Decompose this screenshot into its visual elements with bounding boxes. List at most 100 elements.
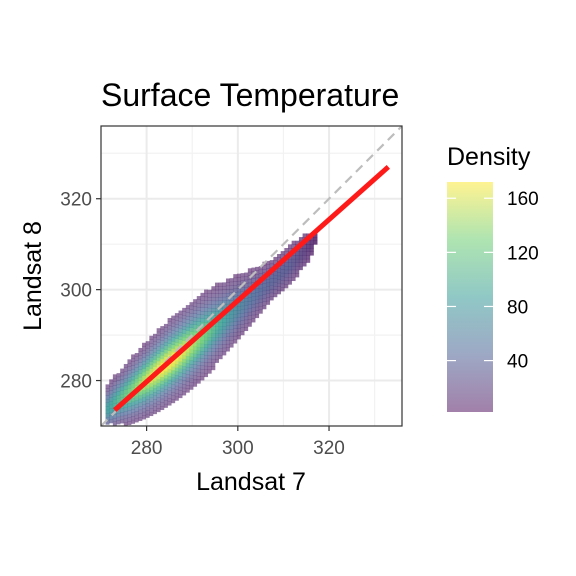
- density-cell: [123, 411, 128, 416]
- density-cell: [160, 355, 165, 360]
- chart-title: Surface Temperature: [101, 77, 399, 113]
- density-cell: [149, 346, 154, 351]
- density-cell: [211, 337, 216, 342]
- legend-tick-label: 160: [507, 189, 539, 210]
- density-cell: [258, 291, 263, 296]
- density-cell: [229, 289, 234, 294]
- density-cell: [160, 395, 165, 400]
- density-cell: [211, 355, 216, 360]
- density-cell: [160, 384, 165, 389]
- density-cell: [185, 330, 190, 335]
- density-cell: [204, 314, 209, 319]
- density-cell: [109, 412, 114, 417]
- density-cell: [189, 305, 194, 310]
- density-cell: [255, 303, 260, 308]
- density-cell: [215, 326, 219, 331]
- density-cell: [182, 355, 187, 360]
- density-cell: [247, 300, 252, 305]
- legend: Density 160 120 80 40: [447, 143, 539, 412]
- density-cell: [185, 334, 190, 339]
- density-cell: [131, 354, 136, 359]
- density-cell: [284, 251, 289, 256]
- density-cell: [306, 244, 311, 249]
- density-cell: [225, 296, 230, 301]
- density-cell: [284, 269, 289, 274]
- density-cell: [171, 362, 176, 367]
- density-cell: [215, 344, 219, 349]
- density-cell: [120, 375, 125, 380]
- density-cell: [156, 408, 161, 413]
- density-cell: [178, 357, 183, 362]
- density-cell: [163, 342, 168, 347]
- plot-border: [100, 125, 403, 427]
- density-cell: [178, 332, 183, 337]
- density-cell: [233, 335, 238, 340]
- density-cell: [131, 361, 136, 366]
- density-cell: [266, 300, 271, 305]
- density-cell: [222, 282, 227, 287]
- density-cell: [229, 285, 234, 290]
- density-cell: [163, 396, 168, 401]
- density-cell: [269, 260, 274, 265]
- legend-colorbar: [447, 182, 493, 412]
- density-cell: [131, 368, 136, 373]
- density-cell: [127, 399, 132, 404]
- density-cell: [222, 322, 227, 327]
- density-cell: [193, 324, 198, 329]
- density-cell: [127, 377, 132, 382]
- density-cell: [233, 310, 238, 315]
- density-cell: [229, 343, 234, 348]
- density-cell: [262, 298, 267, 303]
- density-cell: [211, 304, 216, 309]
- density-cell: [225, 325, 230, 330]
- density-cell: [196, 306, 201, 311]
- density-cell: [193, 317, 198, 322]
- density-cell: [196, 303, 201, 308]
- density-cell: [251, 278, 256, 283]
- regression-line: [113, 165, 390, 412]
- density-cell: [215, 297, 219, 302]
- density-cell: [215, 348, 219, 352]
- density-cell: [280, 280, 285, 285]
- density-cell: [120, 390, 125, 395]
- legend-tick-label: 80: [507, 297, 528, 318]
- density-cell: [178, 328, 183, 333]
- density-cell: [251, 293, 256, 297]
- density-cell: [152, 341, 157, 346]
- density-cell: [120, 386, 125, 391]
- density-cell: [112, 392, 117, 397]
- density-cell: [211, 300, 216, 305]
- density-cell: [178, 372, 183, 377]
- density-cell: [200, 325, 205, 330]
- density-cell: [262, 287, 267, 292]
- density-cell: [123, 403, 128, 408]
- density-cell: [222, 318, 227, 323]
- density-cell: [247, 319, 252, 324]
- density-cell: [149, 357, 154, 362]
- density-cell: [200, 340, 205, 345]
- density-cell: [138, 402, 143, 407]
- density-cell: [174, 396, 179, 401]
- density-cell: [149, 343, 154, 347]
- density-cell: [244, 312, 249, 317]
- density-cell: [182, 362, 187, 367]
- density-cell: [277, 290, 281, 295]
- density-cell: [233, 306, 238, 311]
- density-cell: [287, 258, 292, 263]
- density-cell: [200, 351, 205, 355]
- density-cell: [204, 358, 209, 363]
- density-cell: [112, 385, 117, 390]
- density-cell: [211, 315, 216, 320]
- density-cell: [182, 366, 187, 370]
- density-cell: [196, 346, 201, 351]
- density-cell: [233, 274, 238, 279]
- density-cell: [302, 248, 307, 252]
- density-cell: [178, 317, 183, 322]
- density-cell: [218, 344, 223, 349]
- density-cell: [258, 295, 263, 300]
- density-cell: [287, 262, 292, 267]
- density-cell: [185, 374, 190, 379]
- density-cell: [298, 248, 303, 252]
- density-cell: [160, 351, 165, 356]
- density-cell: [189, 378, 194, 383]
